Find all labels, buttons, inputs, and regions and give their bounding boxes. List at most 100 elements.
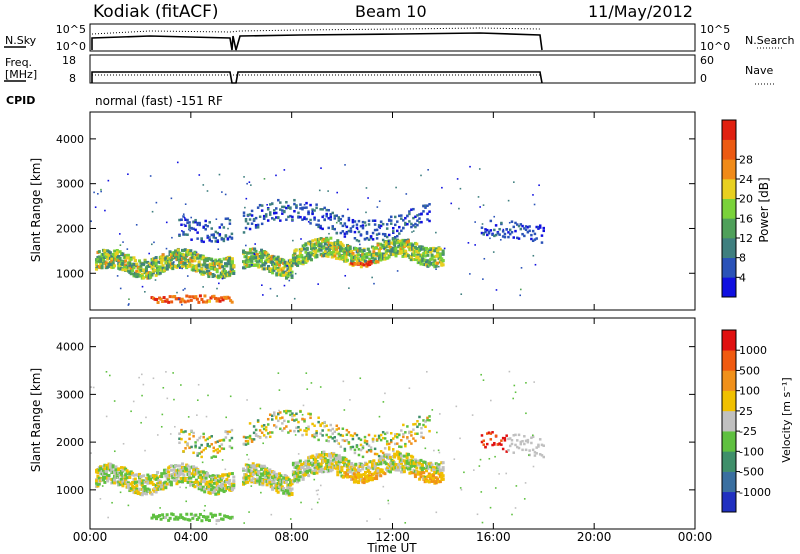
velocity-echo-cell	[187, 468, 191, 472]
velocity-echo-cell	[119, 491, 122, 494]
power-echo-cell	[325, 247, 329, 251]
velocity-echo-cell	[297, 425, 300, 429]
velocity-echo-cell	[508, 370, 511, 373]
velocity-echo-cell	[174, 425, 176, 428]
power-echo-cell	[223, 262, 227, 266]
power-echo-cell	[104, 209, 106, 212]
power-echo-cell	[150, 296, 154, 300]
power-echo-cell	[411, 245, 415, 249]
power-echo-cell	[409, 258, 413, 262]
velocity-echo-cell	[258, 479, 262, 483]
velocity-echo-cell	[513, 384, 516, 387]
velocity-echo-cell	[214, 513, 218, 517]
velocity-echo-cell	[321, 429, 324, 432]
velocity-echo-cell	[229, 516, 233, 520]
power-echo-cell	[244, 255, 248, 259]
power-echo-cell	[286, 265, 288, 267]
velocity-echo-cell	[232, 479, 236, 483]
power-echo-cell	[154, 258, 158, 262]
velocity-echo-cell	[162, 516, 166, 520]
velocity-echo-cell	[138, 480, 142, 484]
power-echo-cell	[538, 224, 542, 227]
power-echo-cell	[121, 252, 125, 256]
velocity-echo-cell	[287, 409, 290, 413]
power-echo-cell	[208, 272, 212, 276]
power-echo-cell	[331, 211, 334, 215]
velocity-echo-cell	[285, 409, 288, 413]
velocity-echo-cell	[230, 488, 234, 492]
velocity-echo-cell	[422, 436, 425, 439]
velocity-echo-cell	[281, 422, 284, 425]
velocity-echo-cell	[255, 429, 258, 431]
velocity-echo-cell	[232, 475, 236, 479]
power-echo-cell	[325, 208, 328, 212]
velocity-echo-cell	[142, 491, 146, 495]
power-echo-cell	[179, 300, 183, 304]
power-echo-cell	[498, 233, 501, 236]
power-echo-cell	[353, 230, 357, 234]
power-echo-cell	[489, 219, 493, 223]
nsearch-label: N.Search	[745, 34, 795, 47]
velocity-echo-cell	[336, 456, 340, 460]
power-echo-cell	[208, 221, 211, 224]
power-echo-cell	[204, 223, 207, 227]
velocity-echo-cell	[535, 452, 538, 455]
velocity-echo-cell	[217, 492, 221, 496]
velocity-echo-cell	[268, 478, 272, 482]
velocity-echo-cell	[225, 478, 229, 482]
power-echo-cell	[428, 219, 431, 223]
velocity-echo-cell	[329, 459, 333, 463]
velocity-echo-cell	[286, 476, 290, 480]
velocity-echo-cell	[411, 455, 415, 459]
power-echo-cell	[210, 258, 214, 262]
power-echo-cell	[168, 250, 172, 254]
power-echo-cell	[250, 214, 254, 217]
power-echo-cell	[341, 244, 345, 248]
velocity-echo-cell	[286, 489, 290, 493]
power-echo-cell	[433, 259, 437, 263]
power-echo-cell	[246, 213, 250, 217]
power-echo-cell	[340, 242, 344, 246]
velocity-echo-cell	[438, 451, 441, 454]
power-echo-cell	[227, 296, 231, 300]
velocity-echo-cell	[293, 429, 296, 433]
power-echo-cell	[387, 233, 391, 237]
velocity-echo-cell	[408, 440, 411, 443]
velocity-echo-cell	[289, 409, 292, 413]
power-echo-cell	[273, 209, 276, 212]
power-echo-cell	[144, 267, 148, 271]
velocity-echo-cell	[232, 517, 234, 520]
power-echo-cell	[212, 265, 216, 269]
power-echo-cell	[369, 236, 373, 240]
velocity-echo-cell	[342, 380, 345, 383]
power-echo-cell	[182, 253, 186, 257]
power-echo-cell	[358, 247, 362, 251]
power-echo-cell	[333, 214, 337, 218]
velocity-echo-cell	[524, 439, 528, 443]
velocity-echo-cell	[503, 437, 507, 440]
velocity-echo-cell	[178, 437, 181, 440]
velocity-echo-cell	[424, 475, 426, 478]
power-echo-cell	[197, 300, 201, 304]
power-echo-cell	[384, 243, 388, 247]
velocity-echo-cell	[201, 470, 205, 474]
freq-panel: Freq. [MHz] 18 8 60 0 Nave	[4, 54, 775, 85]
velocity-echo-cell	[107, 516, 109, 519]
velocity-echo-cell	[116, 477, 119, 479]
power-echo-cell	[422, 210, 425, 213]
velocity-echo-cell	[273, 477, 277, 481]
velocity-echo-cell	[188, 446, 191, 450]
velocity-echo-cell	[150, 481, 154, 485]
velocity-echo-cell	[278, 472, 282, 476]
velocity-echo-cell	[256, 420, 260, 423]
power-echo-cell	[523, 227, 526, 230]
power-echo-cell	[443, 247, 446, 250]
power-echo-cell	[277, 216, 280, 220]
velocity-echo-cell	[220, 517, 224, 521]
power-echo-cell	[351, 251, 355, 255]
velocity-echo-cell	[275, 426, 277, 429]
velocity-echo-cell	[402, 435, 405, 439]
power-echo-cell	[176, 264, 180, 268]
velocity-ytick-label: 1000	[56, 484, 84, 497]
